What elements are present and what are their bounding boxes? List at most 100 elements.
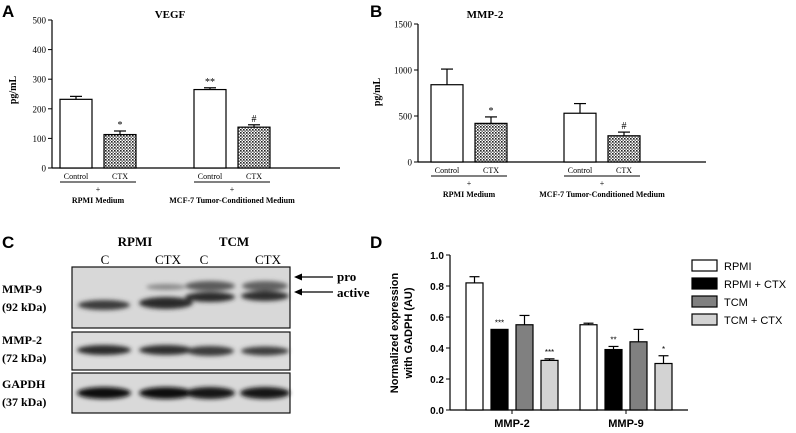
- blot-row-kda-mmp2: (72 kDa): [2, 351, 46, 365]
- category-label: Control: [198, 172, 223, 181]
- bar: [563, 112, 597, 163]
- significance-marker: **: [610, 335, 616, 344]
- significance-marker: ***: [545, 348, 554, 357]
- y-tick-label: 500: [33, 16, 47, 26]
- category-label: Control: [568, 166, 593, 175]
- active-arrow-head-icon: [294, 288, 302, 296]
- panel-letter-b: B: [370, 2, 382, 21]
- chart-b-ylabel: pg/mL: [372, 78, 383, 107]
- y-tick-label: 0.2: [430, 375, 444, 386]
- y-tick-label: 1000: [394, 66, 413, 76]
- significance-marker: *: [118, 120, 123, 131]
- blot-arrow-label-active: active: [337, 285, 370, 300]
- legend-swatch: [691, 259, 718, 272]
- chart-a-title: VEGF: [155, 9, 186, 21]
- category-label: CTX: [616, 166, 632, 175]
- blot-group-label-rpmi: RPMI: [118, 234, 153, 249]
- group-plus-sign: +: [600, 179, 605, 188]
- chart-d-ylabel-line1: Normalized expression: [389, 273, 401, 394]
- chart-b-title: MMP-2: [467, 9, 504, 21]
- bar: [579, 324, 598, 411]
- legend-swatch: [691, 295, 718, 308]
- y-tick-label: 200: [33, 104, 47, 114]
- group-label: MCF-7 Tumor-Conditioned Medium: [539, 190, 665, 199]
- panel-letter-a: A: [2, 2, 14, 21]
- bar: [103, 133, 137, 169]
- y-tick-label: 400: [33, 45, 47, 55]
- chart-d-legend: RPMI RPMI + CTX TCM TCM + CTX: [691, 259, 787, 327]
- category-label: Control: [435, 166, 460, 175]
- blot-row-name-mmp2: MMP-2: [2, 333, 42, 347]
- bar: [59, 98, 93, 169]
- chart-b-mmp2: MMP-2 pg/mL 0 500 1000 1500 * # Control CTX Co…: [372, 9, 706, 199]
- bar: [604, 348, 623, 411]
- y-tick-label: 0.0: [430, 406, 444, 417]
- significance-marker: *: [662, 345, 665, 354]
- blot-arrow-label-pro: pro: [337, 269, 356, 284]
- blot-row-name-mmp9: MMP-9: [2, 282, 42, 296]
- blot-bands-gapdh: [77, 387, 290, 399]
- y-tick-label: 0.4: [430, 344, 444, 355]
- blot-row-name-gapdh: GAPDH: [2, 377, 46, 391]
- group-plus-sign: +: [230, 185, 235, 194]
- bar: [540, 359, 559, 411]
- category-label: CTX: [246, 172, 262, 181]
- significance-marker: ***: [495, 318, 504, 327]
- chart-a-ylabel: pg/mL: [8, 76, 19, 105]
- y-tick-label: 0.6: [430, 313, 444, 324]
- blot-bands-mmp2: [77, 345, 289, 356]
- blot-lane-label: CTX: [255, 252, 282, 267]
- bar: [654, 362, 673, 411]
- bar: [237, 126, 271, 169]
- bar: [490, 328, 509, 411]
- group-plus-sign: +: [96, 185, 101, 194]
- x-category-label: MMP-2: [494, 418, 529, 430]
- bar: [474, 122, 508, 163]
- blot-bands-mmp9: [78, 281, 289, 310]
- bar: [465, 282, 484, 411]
- blot-row-kda-gapdh: (37 kDa): [2, 395, 46, 409]
- bar: [430, 84, 464, 163]
- legend-label: TCM + CTX: [724, 315, 783, 327]
- western-blot-panel: RPMI TCM C CTX C CTX MMP-9 (92 kDa) MMP-…: [2, 234, 370, 414]
- y-tick-label: 1500: [394, 20, 413, 30]
- panel-letter-d: D: [370, 233, 382, 252]
- y-tick-label: 0: [408, 158, 413, 168]
- group-label: MCF-7 Tumor-Conditioned Medium: [169, 196, 295, 205]
- category-label: CTX: [112, 172, 128, 181]
- y-tick-label: 100: [33, 134, 47, 144]
- panel-letter-c: C: [2, 233, 14, 252]
- blot-row-kda-mmp9: (92 kDa): [2, 300, 46, 314]
- y-tick-label: 500: [399, 112, 413, 122]
- blot-group-label-tcm: TCM: [219, 234, 249, 249]
- blot-lane-label: C: [101, 252, 110, 267]
- legend-label: RPMI + CTX: [724, 279, 787, 291]
- y-tick-label: 0: [42, 164, 47, 174]
- legend-label: RPMI: [724, 261, 752, 273]
- x-category-label: MMP-9: [608, 418, 643, 430]
- pro-arrow-head-icon: [294, 273, 302, 281]
- bar: [193, 88, 227, 169]
- y-tick-label: 300: [33, 75, 47, 85]
- blot-lane-label: C: [200, 252, 209, 267]
- legend-label: TCM: [724, 297, 748, 309]
- y-tick-label: 0.8: [430, 282, 444, 293]
- legend-swatch: [691, 277, 718, 290]
- legend-swatch: [691, 313, 718, 326]
- group-label: RPMI Medium: [443, 190, 496, 199]
- significance-marker: #: [252, 114, 257, 125]
- significance-marker: **: [205, 77, 215, 88]
- bar: [629, 341, 648, 411]
- group-label: RPMI Medium: [72, 196, 125, 205]
- bar: [607, 135, 641, 163]
- category-label: CTX: [483, 166, 499, 175]
- y-tick-label: 1.0: [430, 251, 444, 262]
- category-label: Control: [64, 172, 89, 181]
- significance-marker: #: [622, 121, 627, 132]
- bar: [515, 324, 534, 411]
- significance-marker: *: [489, 106, 494, 117]
- blot-lane-label: CTX: [155, 252, 182, 267]
- chart-d-ylabel-line2: with GADPH (AU): [403, 287, 415, 379]
